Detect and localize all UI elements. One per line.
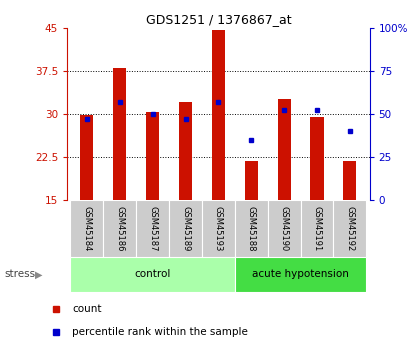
Text: control: control: [134, 269, 171, 279]
Bar: [245, 161, 258, 200]
Bar: [169, 200, 202, 257]
Text: GSM45184: GSM45184: [82, 206, 92, 251]
Bar: [202, 200, 235, 257]
Bar: [113, 68, 126, 200]
Text: GSM45191: GSM45191: [312, 206, 321, 251]
Bar: [235, 200, 268, 257]
Text: GSM45187: GSM45187: [148, 206, 157, 251]
Bar: [268, 200, 301, 257]
Bar: [179, 102, 192, 200]
Bar: [103, 200, 136, 257]
Text: stress: stress: [4, 269, 35, 279]
Bar: [212, 30, 225, 200]
Bar: [71, 257, 235, 292]
Bar: [278, 99, 291, 200]
Bar: [235, 257, 366, 292]
Text: count: count: [72, 304, 102, 314]
Bar: [136, 200, 169, 257]
Text: GSM45193: GSM45193: [214, 206, 223, 251]
Text: GSM45192: GSM45192: [345, 206, 354, 251]
Bar: [310, 117, 323, 200]
Bar: [80, 115, 94, 200]
Text: percentile rank within the sample: percentile rank within the sample: [72, 327, 248, 337]
Text: GSM45188: GSM45188: [247, 206, 256, 251]
Bar: [71, 200, 103, 257]
Bar: [343, 161, 357, 200]
Text: GSM45189: GSM45189: [181, 206, 190, 251]
Text: GSM45190: GSM45190: [280, 206, 289, 251]
Text: acute hypotension: acute hypotension: [252, 269, 349, 279]
Text: ▶: ▶: [35, 269, 42, 279]
Title: GDS1251 / 1376867_at: GDS1251 / 1376867_at: [146, 13, 291, 27]
Text: GSM45186: GSM45186: [116, 206, 124, 251]
Bar: [146, 111, 159, 200]
Bar: [333, 200, 366, 257]
Bar: [301, 200, 333, 257]
